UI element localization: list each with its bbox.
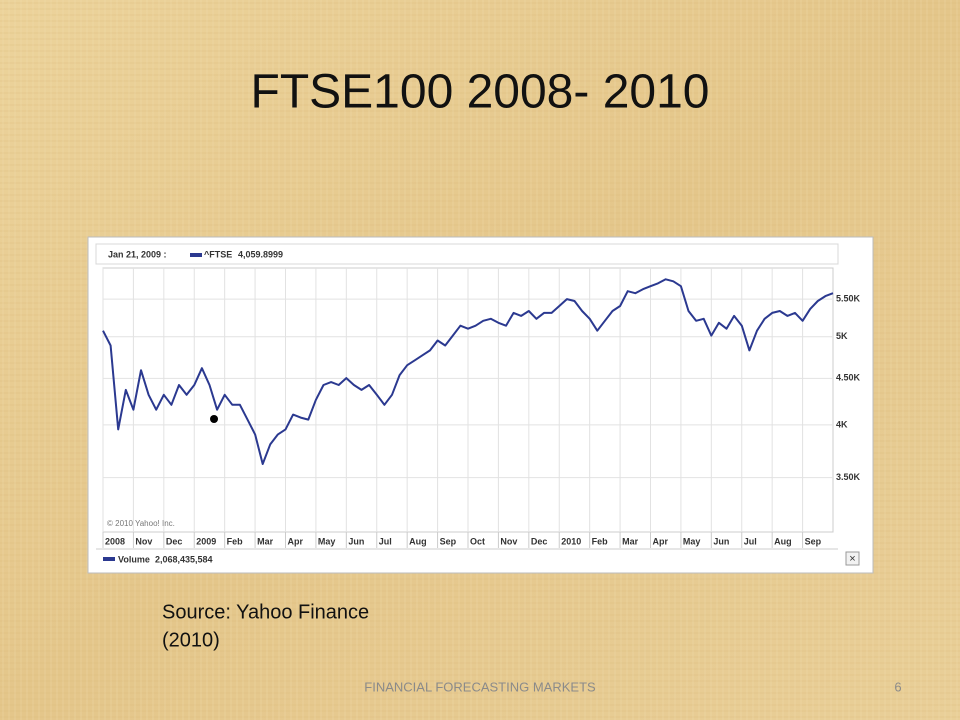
- volume-value: 2,068,435,584: [155, 554, 213, 564]
- x-tick-label: Jul: [744, 536, 757, 546]
- x-tick-label: Feb: [592, 536, 609, 546]
- chart-header: [95, 243, 839, 265]
- footer: FINANCIAL FORECASTING MARKETS: [364, 679, 596, 694]
- x-tick-label: Feb: [227, 536, 244, 546]
- x-tick-label: 2008: [105, 536, 125, 546]
- x-tick-label: Sep: [805, 536, 822, 546]
- x-tick-label: Sep: [440, 536, 457, 546]
- legend-entry: ^FTSE: [204, 249, 232, 259]
- x-tick-label: 2009: [196, 536, 216, 546]
- x-tick-label: Aug: [409, 536, 427, 546]
- x-tick-label: Mar: [622, 536, 639, 546]
- x-tick-label: Oct: [470, 536, 485, 546]
- y-tick-label: 4.50K: [836, 373, 861, 383]
- page-number: 6: [894, 679, 901, 694]
- line-series: [102, 278, 834, 465]
- x-tick-label: Mar: [257, 536, 274, 546]
- slide-title: FTSE100 2008- 2010: [251, 66, 710, 119]
- x-tick-label: Apr: [653, 536, 669, 546]
- close-button[interactable]: [845, 551, 860, 566]
- x-tick-label: Jul: [379, 536, 392, 546]
- x-tick-label: 2010: [561, 536, 581, 546]
- x-tick-label: Jun: [713, 536, 729, 546]
- x-tick-label: Nov: [500, 536, 517, 546]
- source-line: Source: Yahoo Finance: [162, 601, 369, 623]
- x-tick-label: Dec: [531, 536, 548, 546]
- y-tick-label: 5K: [836, 331, 848, 341]
- hover-point: [210, 415, 219, 424]
- x-tick-label: Apr: [288, 536, 304, 546]
- x-tick-label: Aug: [774, 536, 792, 546]
- x-tick-label: Dec: [166, 536, 183, 546]
- hover-value: 4,059.8999: [238, 249, 283, 259]
- x-tick-label: Jun: [348, 536, 364, 546]
- volume-swatch: [103, 557, 115, 561]
- y-tick-label: 4K: [836, 419, 848, 429]
- hover-date: Jan 21, 2009 :: [108, 249, 167, 259]
- source-line: (2010): [162, 629, 220, 651]
- close-label[interactable]: ×: [849, 553, 855, 565]
- x-tick-label: May: [318, 536, 336, 546]
- volume-name: Volume: [118, 554, 150, 564]
- y-tick-label: 5.50K: [836, 293, 861, 303]
- y-tick-label: 3.50K: [836, 472, 861, 482]
- copyright: © 2010 Yahoo! Inc.: [107, 519, 175, 528]
- legend-swatch: [190, 253, 202, 257]
- x-tick-label: Nov: [135, 536, 152, 546]
- x-tick-label: May: [683, 536, 701, 546]
